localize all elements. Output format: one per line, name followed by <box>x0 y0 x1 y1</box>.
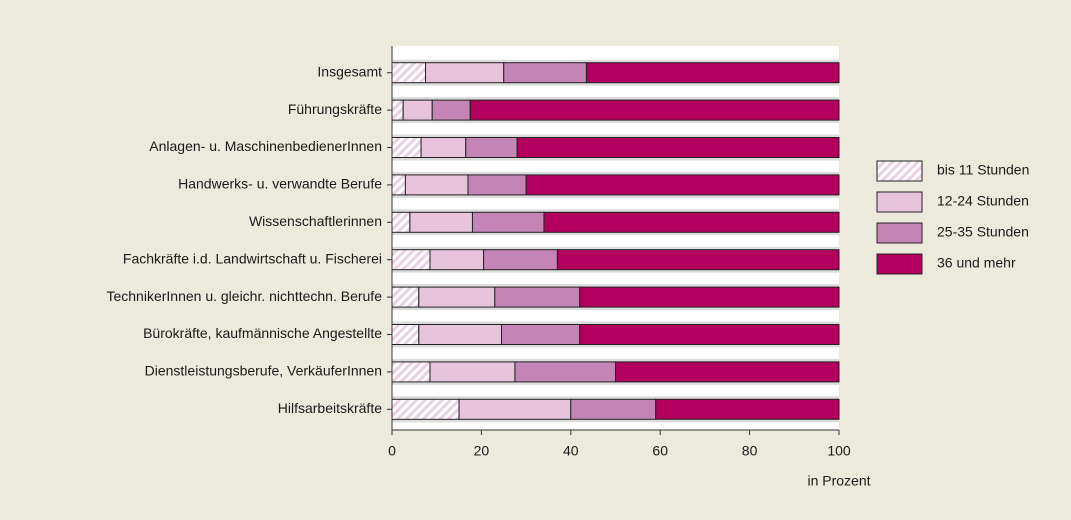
bar-segment <box>391 174 406 196</box>
bar-segment <box>516 137 840 158</box>
y-tick-label: Wissenschaftlerinnen <box>249 213 382 229</box>
x-tick-label: 100 <box>827 443 851 459</box>
bar-segment <box>429 361 516 383</box>
y-tick-label: Führungskräfte <box>288 101 382 117</box>
bar-segment <box>391 99 404 121</box>
bar-segment <box>391 286 420 308</box>
legend-swatch <box>876 253 923 275</box>
bar-segment <box>494 286 581 308</box>
y-tick-label: Anlagen- u. MaschinenbedienerInnen <box>149 138 382 154</box>
bar-segment <box>579 324 840 345</box>
legend-swatch <box>876 160 923 182</box>
y-tick-label: Bürokräfte, kaufmännische Angestellte <box>143 325 382 341</box>
bar-segment <box>425 62 505 84</box>
bar-segment <box>391 361 431 383</box>
x-axis-label: in Prozent <box>807 473 870 489</box>
legend-label: 12-24 Stunden <box>937 193 1029 209</box>
y-tick-label: Dienstleistungsberufe, VerkäuferInnen <box>145 363 382 379</box>
bar-segment <box>543 211 840 233</box>
y-tick-label: TechnikerInnen u. gleichr. nichttechn. B… <box>106 288 382 304</box>
legend-label: 36 und mehr <box>937 255 1016 271</box>
bar-segment <box>431 99 471 121</box>
y-tick-label: Hilfsarbeitskräfte <box>278 400 382 416</box>
bar-segment <box>420 137 467 158</box>
bar-segment <box>404 174 469 196</box>
bar-segment <box>409 211 473 233</box>
bar-segment <box>655 398 840 420</box>
legend-swatch <box>876 191 923 213</box>
legend-swatch <box>876 222 923 244</box>
bar-segment <box>402 99 433 121</box>
x-tick-label: 80 <box>742 443 758 459</box>
bar-segment <box>391 249 431 271</box>
bar-segment <box>467 174 527 196</box>
bar-segment <box>615 361 840 383</box>
x-tick-label: 0 <box>388 443 396 459</box>
bar-segment <box>514 361 616 383</box>
bar-segment <box>469 99 840 121</box>
bar-segment <box>418 324 503 345</box>
x-tick-label: 60 <box>652 443 668 459</box>
bar-segment <box>579 286 840 308</box>
bar-segment <box>585 62 840 84</box>
bar-segment <box>503 62 587 84</box>
bar-segment <box>570 398 657 420</box>
y-tick-label: Insgesamt <box>317 63 382 79</box>
bar-segment <box>525 174 840 196</box>
x-tick-label: 20 <box>474 443 490 459</box>
bar-segment <box>501 324 581 345</box>
bar-segment <box>556 249 840 271</box>
legend-label: bis 11 Stunden <box>937 162 1029 178</box>
bar-segment <box>483 249 558 271</box>
bar-segment <box>465 137 518 158</box>
bar-segment <box>471 211 545 233</box>
bar-segment <box>458 398 572 420</box>
bar-segment <box>391 211 411 233</box>
bar-segment <box>391 324 420 345</box>
bar-segment <box>391 137 422 158</box>
bar-segment <box>391 398 460 420</box>
legend-label: 25-35 Stunden <box>937 224 1029 240</box>
bar-segment <box>429 249 485 271</box>
y-tick-label: Handwerks- u. verwandte Berufe <box>178 176 382 192</box>
bar-segment <box>391 62 427 84</box>
bar-segment <box>418 286 496 308</box>
x-tick-label: 40 <box>563 443 579 459</box>
y-tick-label: Fachkräfte i.d. Landwirtschaft u. Fische… <box>123 250 382 266</box>
